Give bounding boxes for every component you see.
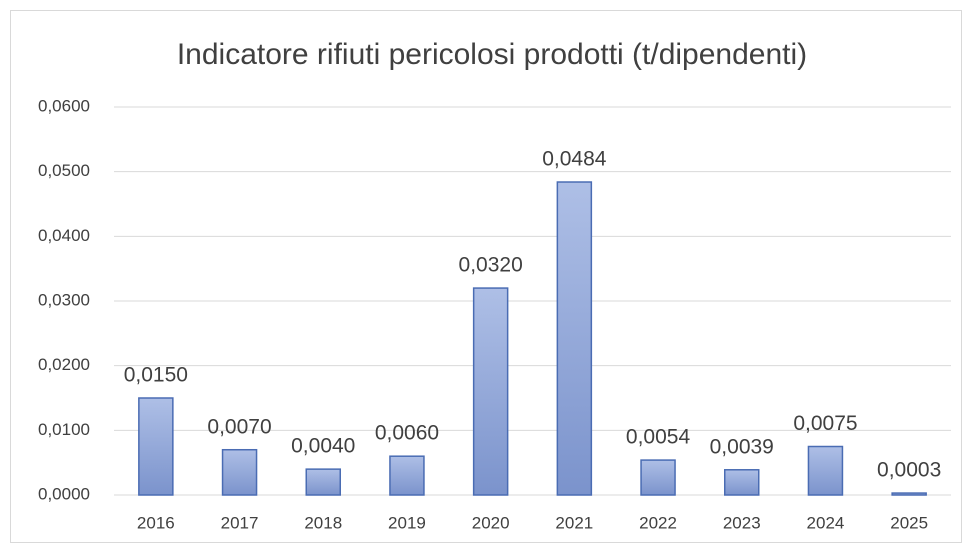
value-label: 0,0060 [375, 422, 439, 445]
bar [640, 459, 676, 496]
value-label: 0,0040 [291, 435, 355, 458]
value-label: 0,0070 [207, 415, 271, 438]
y-tick-label: 0,0600 [38, 96, 90, 115]
y-tick-label: 0,0100 [38, 420, 90, 439]
x-tick-label: 2022 [639, 513, 677, 532]
y-tick-label: 0,0300 [38, 290, 90, 309]
y-tick-label: 0,0200 [38, 355, 90, 374]
bar [807, 445, 844, 496]
bar [556, 181, 593, 496]
x-tick-label: 2024 [807, 513, 845, 532]
bar [389, 455, 425, 496]
y-tick-label: 0,0000 [38, 484, 90, 503]
x-tick-label: 2020 [472, 513, 510, 532]
value-label: 0,0075 [793, 412, 857, 435]
bar [472, 287, 509, 496]
x-tick-label: 2017 [221, 513, 259, 532]
value-label: 0,0003 [877, 459, 941, 482]
value-label: 0,0320 [459, 254, 523, 277]
bar [305, 468, 341, 496]
x-tick-label: 2018 [304, 513, 342, 532]
value-label: 0,0039 [710, 435, 774, 458]
x-tick-label: 2021 [555, 513, 593, 532]
y-tick-label: 0,0500 [38, 161, 90, 180]
x-tick-label: 2019 [388, 513, 426, 532]
value-label: 0,0484 [542, 148, 607, 171]
value-label: 0,0054 [626, 426, 691, 449]
bar [724, 469, 760, 496]
x-tick-label: 2016 [137, 513, 175, 532]
bar [138, 397, 174, 496]
chart-title: Indicatore rifiuti pericolosi prodotti (… [177, 38, 807, 71]
x-tick-label: 2023 [723, 513, 761, 532]
y-tick-label: 0,0400 [38, 226, 90, 245]
bar [891, 492, 927, 496]
bar [221, 448, 258, 496]
value-label: 0,0150 [124, 364, 188, 387]
x-tick-label: 2025 [890, 513, 928, 532]
